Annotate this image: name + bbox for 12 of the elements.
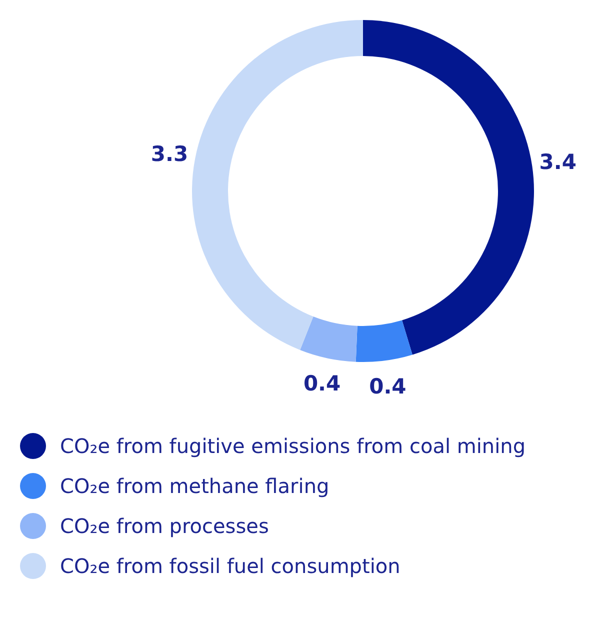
legend-label: CO₂e from fossil fuel consumption <box>60 554 400 578</box>
donut-slice <box>356 320 412 362</box>
donut-slice <box>192 20 363 350</box>
legend-label: CO₂e from fugitive emissions from coal mining <box>60 434 526 458</box>
data-label: 3.4 <box>539 150 576 174</box>
data-label: 0.4 <box>303 372 341 396</box>
donut-slice <box>300 316 358 362</box>
legend-label: CO₂e from methane flaring <box>60 474 330 498</box>
data-label: 0.4 <box>369 374 406 398</box>
donut-slice <box>363 20 534 355</box>
data-label: 3.3 <box>150 142 188 166</box>
legend-label: CO₂e from processes <box>60 514 269 538</box>
